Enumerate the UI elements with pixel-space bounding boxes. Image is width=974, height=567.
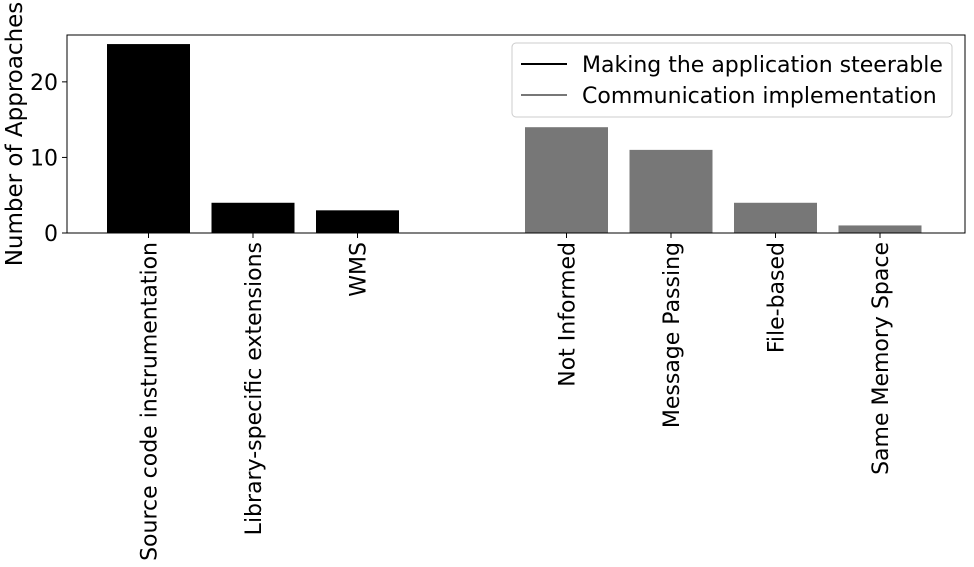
bar <box>316 210 399 233</box>
bar <box>629 149 713 233</box>
x-tick-label: Source code instrumentation <box>138 242 163 561</box>
y-tick-label: 10 <box>30 146 58 171</box>
x-tick-label: Same Memory Space <box>869 242 894 475</box>
bar <box>838 225 922 233</box>
x-tick-label: Message Passing <box>660 242 685 428</box>
legend-entry-label: Making the application steerable <box>582 53 943 78</box>
legend-frame <box>511 42 953 118</box>
bars <box>107 44 922 234</box>
y-tick-label: 0 <box>44 222 58 247</box>
plot-frame <box>66 34 966 234</box>
bar <box>211 202 295 233</box>
legend: Making the application steerable Communic… <box>511 42 953 118</box>
y-tick-label: 20 <box>30 71 58 96</box>
bar <box>107 44 190 234</box>
x-axis-ticks: Source code instrumentation Library-speci… <box>138 233 894 561</box>
x-tick-label: File-based <box>765 242 790 353</box>
bar <box>734 202 817 233</box>
x-tick-label: Library-specific extensions <box>242 242 267 535</box>
y-axis-label: Number of Approaches <box>2 2 28 267</box>
y-axis-ticks: 0 10 20 <box>30 71 67 247</box>
x-tick-label: Not Informed <box>556 242 581 387</box>
x-tick-label: WMS <box>347 242 372 297</box>
legend-entry-label: Communication implementation <box>582 84 937 109</box>
bar <box>525 127 608 233</box>
